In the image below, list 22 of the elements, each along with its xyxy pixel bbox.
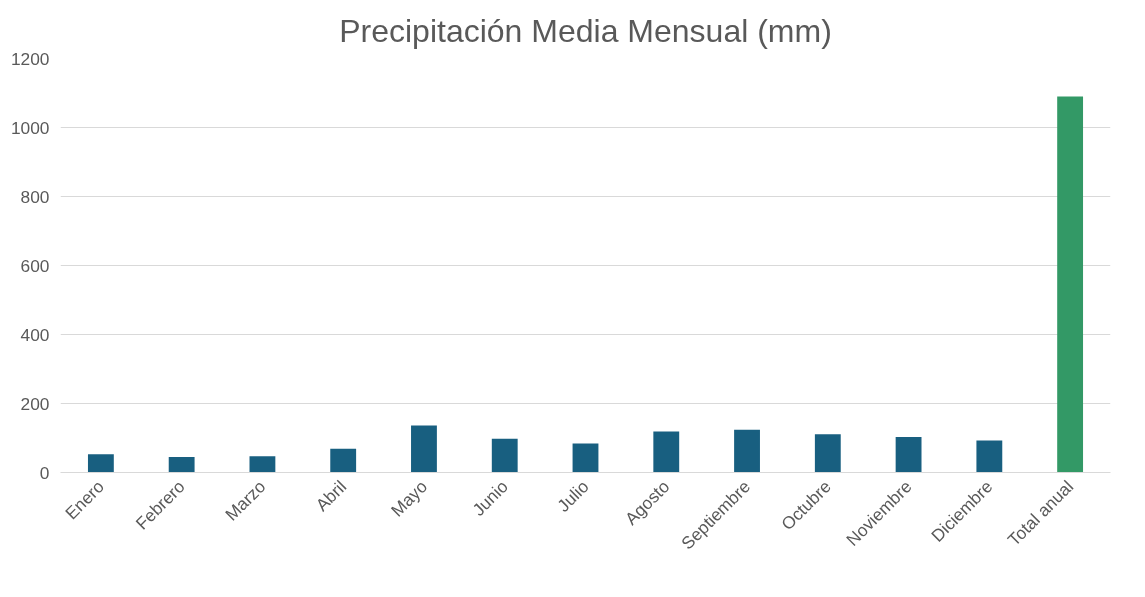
y-tick-label: 400 bbox=[20, 324, 50, 345]
y-tick-label: 600 bbox=[20, 255, 50, 276]
bar bbox=[87, 454, 114, 473]
chart-title: Precipitación Media Mensual (mm) bbox=[339, 12, 832, 49]
bar bbox=[653, 431, 680, 473]
y-tick-label: 1000 bbox=[10, 117, 50, 138]
y-tick-label: 800 bbox=[20, 186, 50, 207]
bar bbox=[814, 434, 841, 473]
bar bbox=[976, 440, 1003, 473]
bar bbox=[411, 425, 437, 473]
bar bbox=[168, 456, 195, 473]
bar bbox=[491, 438, 518, 473]
bar bbox=[734, 429, 760, 473]
y-tick-label: 0 bbox=[39, 462, 50, 483]
bar bbox=[1057, 96, 1084, 473]
y-tick-label: 1200 bbox=[10, 48, 50, 69]
bar bbox=[895, 436, 922, 473]
bar bbox=[330, 448, 357, 473]
x-tick-label: Julio bbox=[553, 476, 593, 516]
bar bbox=[572, 443, 599, 473]
bar bbox=[249, 456, 276, 473]
y-tick-label: 200 bbox=[20, 393, 50, 414]
